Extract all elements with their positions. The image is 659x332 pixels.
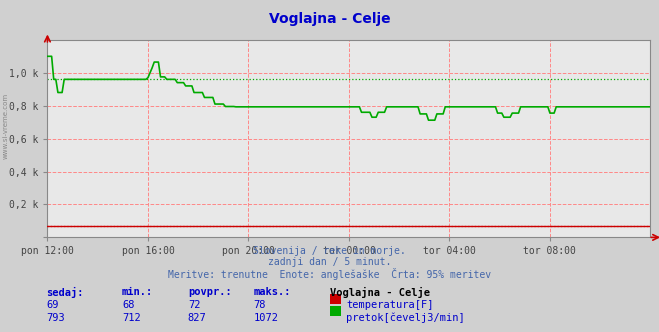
Text: 78: 78 bbox=[254, 300, 266, 310]
Text: 793: 793 bbox=[46, 313, 65, 323]
Text: Slovenija / reke in morje.: Slovenija / reke in morje. bbox=[253, 246, 406, 256]
Text: maks.:: maks.: bbox=[254, 287, 291, 297]
Text: pretok[čevelj3/min]: pretok[čevelj3/min] bbox=[346, 313, 465, 323]
Text: www.si-vreme.com: www.si-vreme.com bbox=[2, 93, 9, 159]
Text: 69: 69 bbox=[46, 300, 59, 310]
Text: Voglajna - Celje: Voglajna - Celje bbox=[330, 287, 430, 298]
Text: min.:: min.: bbox=[122, 287, 153, 297]
Text: Voglajna - Celje: Voglajna - Celje bbox=[269, 12, 390, 26]
Text: temperatura[F]: temperatura[F] bbox=[346, 300, 434, 310]
Text: sedaj:: sedaj: bbox=[46, 287, 84, 298]
Text: povpr.:: povpr.: bbox=[188, 287, 231, 297]
Text: zadnji dan / 5 minut.: zadnji dan / 5 minut. bbox=[268, 257, 391, 267]
Text: 72: 72 bbox=[188, 300, 200, 310]
Text: 1072: 1072 bbox=[254, 313, 279, 323]
Text: Meritve: trenutne  Enote: anglešaške  Črta: 95% meritev: Meritve: trenutne Enote: anglešaške Črta… bbox=[168, 268, 491, 280]
Text: 827: 827 bbox=[188, 313, 206, 323]
Text: 68: 68 bbox=[122, 300, 134, 310]
Text: 712: 712 bbox=[122, 313, 140, 323]
